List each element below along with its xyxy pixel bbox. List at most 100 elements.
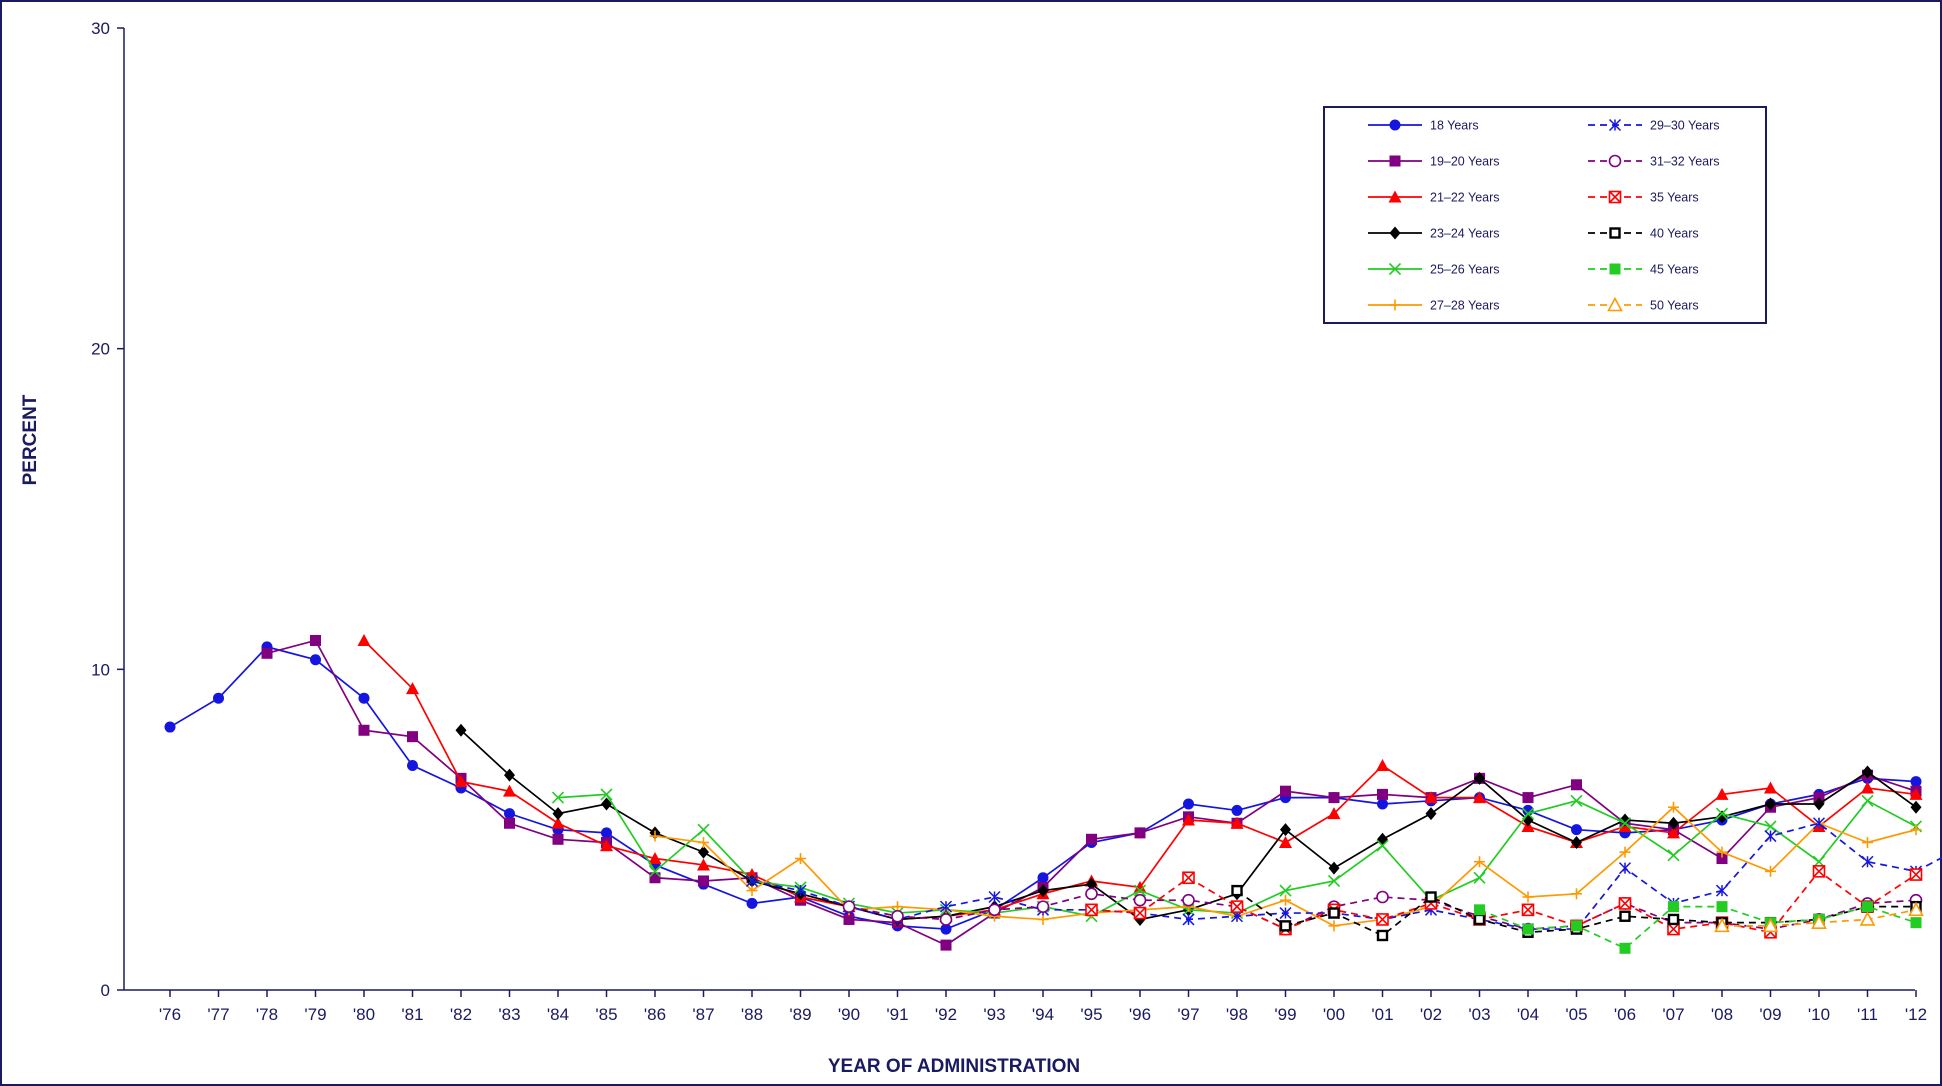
data-point-45-years <box>1474 904 1485 916</box>
x-tick-label: '82 <box>450 1005 472 1024</box>
x-tick-label: '96 <box>1129 1005 1151 1024</box>
data-point-23-24-years <box>1328 861 1340 875</box>
data-point-21-22-years <box>1327 807 1341 820</box>
data-point-29-30-years <box>1182 913 1195 926</box>
data-point-45-years <box>1668 901 1679 913</box>
data-point-35-years <box>1521 903 1535 917</box>
x-tick-label: '08 <box>1711 1005 1733 1024</box>
data-point-27-28-years <box>1716 846 1728 858</box>
x-tick-label: '80 <box>353 1005 375 1024</box>
legend-label: 35 Years <box>1650 191 1699 205</box>
data-point-25-26-years <box>1715 807 1729 820</box>
x-tick-label: '91 <box>886 1005 908 1024</box>
data-point-18-years <box>1377 798 1388 810</box>
data-point-23-24-years <box>1474 771 1485 785</box>
data-point-29-30-years <box>1715 884 1729 897</box>
data-point-45-years <box>1522 923 1534 935</box>
x-tick-label: '92 <box>935 1005 957 1024</box>
data-point-25-26-years <box>1667 849 1680 862</box>
data-point-19-20-years <box>1522 792 1534 804</box>
data-point-18-years <box>746 897 758 909</box>
x-tick-label: '93 <box>983 1005 1005 1024</box>
data-point-18-years <box>407 760 418 772</box>
x-tick-label: '97 <box>1177 1005 1199 1024</box>
data-point-23-24-years <box>1765 797 1776 811</box>
data-point-21-22-years <box>1764 781 1777 794</box>
x-tick-label: '95 <box>1080 1005 1102 1024</box>
data-point-18-years <box>1231 804 1243 816</box>
data-point-18-years <box>1037 872 1049 884</box>
data-point-25-26-years <box>1133 884 1147 897</box>
data-point-19-20-years <box>1716 853 1728 865</box>
legend-item-40-years: 40 Years <box>1588 227 1699 241</box>
legend-label: 23–24 Years <box>1430 227 1500 241</box>
data-point-35-years <box>1667 922 1680 936</box>
data-point-31-32-years <box>1036 900 1050 913</box>
data-point-21-22-years <box>1861 781 1874 794</box>
legend: 18 Years 19–20 Years 21–22 Years 23–24 Year… <box>1323 106 1767 324</box>
data-point-18-years <box>164 721 176 733</box>
data-point-35-years <box>1376 913 1389 926</box>
x-tick-label: '12 <box>1905 1005 1927 1024</box>
legend-box <box>1323 106 1767 324</box>
data-point-27-28-years <box>1280 894 1291 906</box>
data-point-29-30-years <box>1618 862 1632 875</box>
data-point-35-years <box>1085 903 1098 917</box>
data-point-21-22-years <box>551 816 565 829</box>
data-point-31-32-years <box>988 903 1001 917</box>
data-point-40-years <box>1425 891 1437 903</box>
data-point-23-24-years <box>1425 807 1437 821</box>
data-point-23-24-years <box>552 807 564 821</box>
data-point-23-24-years <box>504 768 515 782</box>
data-point-21-22-years <box>357 633 371 646</box>
series-27-28-years <box>649 801 1922 932</box>
data-point-25-26-years <box>1861 794 1874 807</box>
data-point-29-30-years <box>1861 855 1874 868</box>
data-point-23-24-years <box>1668 816 1679 830</box>
legend-swatch-marker <box>1607 296 1623 312</box>
series-line-35-years <box>1091 870 1917 934</box>
data-point-40-years <box>1376 929 1389 942</box>
data-point-35-years <box>1230 900 1244 913</box>
data-point-23-24-years <box>601 797 612 811</box>
data-point-18-years <box>940 923 952 935</box>
y-tick-label: 20 <box>91 340 110 359</box>
x-tick-label: '98 <box>1226 1005 1248 1024</box>
x-tick-label: '00 <box>1323 1005 1345 1024</box>
data-point-29-30-years <box>794 884 807 897</box>
data-point-27-28-years <box>1474 856 1485 868</box>
data-point-21-22-years <box>648 852 662 865</box>
data-point-23-24-years <box>698 845 709 859</box>
data-point-27-28-years <box>1862 836 1873 848</box>
data-point-21-22-years <box>1230 816 1244 829</box>
data-point-23-24-years <box>1571 835 1582 849</box>
data-point-45-years <box>1619 942 1631 954</box>
x-tick-label: '09 <box>1759 1005 1781 1024</box>
data-point-45-years <box>1716 901 1728 913</box>
data-point-31-32-years <box>1182 893 1195 907</box>
data-point-19-20-years <box>407 731 418 743</box>
data-point-23-24-years <box>1086 877 1097 891</box>
data-point-18-years <box>213 692 224 704</box>
data-point-25-26-years <box>551 791 565 804</box>
x-tick-label: '11 <box>1857 1005 1878 1024</box>
data-point-21-22-years <box>1715 787 1729 800</box>
x-tick-label: '01 <box>1371 1005 1393 1024</box>
legend-swatch-marker <box>1608 154 1622 168</box>
legend-swatch-marker <box>1388 262 1402 276</box>
data-point-19-20-years <box>1280 785 1291 797</box>
data-point-19-20-years <box>1328 792 1340 804</box>
data-point-21-22-years <box>1667 826 1680 839</box>
x-tick-label: '78 <box>256 1005 278 1024</box>
data-point-23-24-years <box>1037 884 1049 898</box>
y-tick-label: 30 <box>91 19 110 38</box>
data-point-31-32-years <box>1133 893 1147 907</box>
data-point-23-24-years <box>1813 797 1825 811</box>
data-point-40-years <box>1231 884 1243 897</box>
data-point-25-26-years <box>1376 839 1389 852</box>
data-point-19-20-years <box>1571 779 1582 791</box>
data-point-27-28-years <box>746 885 758 897</box>
data-point-21-22-years <box>1133 880 1147 893</box>
data-point-18-years <box>1910 776 1922 788</box>
